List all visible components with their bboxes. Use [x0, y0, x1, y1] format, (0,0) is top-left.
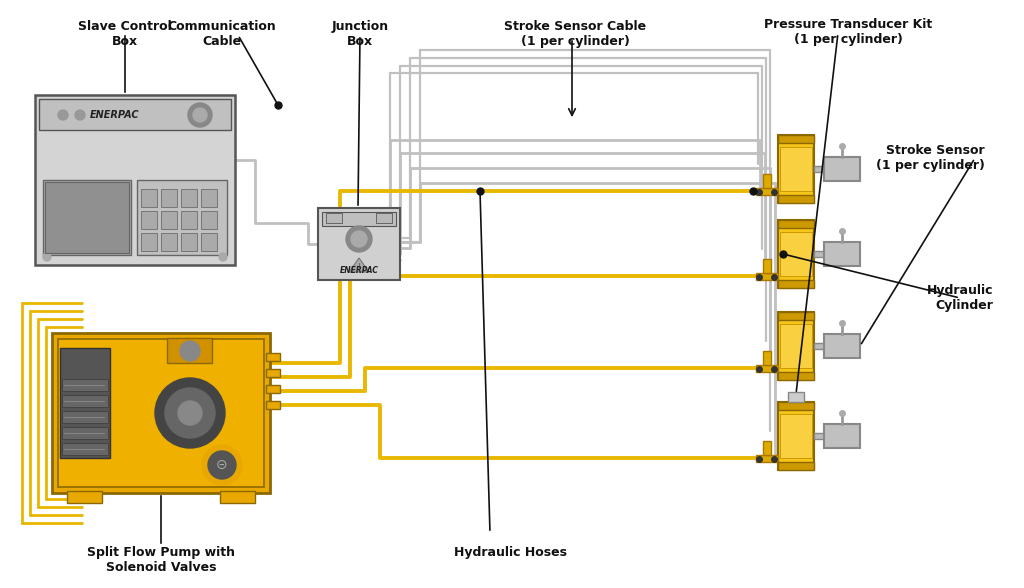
Polygon shape — [349, 258, 369, 272]
Bar — [58, 339, 264, 487]
Bar — [778, 135, 814, 143]
Bar — [814, 166, 824, 172]
Circle shape — [75, 110, 85, 120]
Text: Junction
Box: Junction Box — [332, 20, 388, 48]
Bar — [161, 189, 177, 207]
Circle shape — [202, 445, 242, 485]
Bar — [137, 180, 227, 255]
Bar — [181, 211, 197, 229]
Bar — [60, 348, 110, 458]
Text: Slave Control
Box: Slave Control Box — [78, 20, 172, 48]
Bar — [167, 338, 212, 363]
Bar — [161, 233, 177, 251]
Bar — [780, 324, 812, 368]
Bar — [778, 462, 814, 470]
Bar — [141, 233, 157, 251]
Bar — [780, 414, 812, 458]
Bar — [266, 369, 280, 377]
Bar — [756, 188, 778, 195]
Bar — [814, 251, 824, 257]
Bar — [778, 280, 814, 288]
Bar — [161, 211, 177, 229]
Bar — [201, 233, 217, 251]
Text: ENERPAC: ENERPAC — [340, 266, 379, 275]
Circle shape — [58, 110, 68, 120]
Bar — [45, 182, 129, 253]
Bar — [763, 441, 771, 455]
Bar — [62, 411, 108, 423]
Bar — [52, 333, 270, 493]
Circle shape — [165, 388, 215, 438]
Circle shape — [208, 451, 236, 479]
Text: Stroke Sensor
(1 per cylinder): Stroke Sensor (1 per cylinder) — [877, 144, 985, 172]
Bar — [43, 180, 131, 255]
Bar — [141, 211, 157, 229]
Bar — [181, 189, 197, 207]
Bar — [318, 208, 400, 280]
Bar — [62, 395, 108, 407]
Text: ⊝: ⊝ — [216, 458, 227, 472]
Bar — [141, 189, 157, 207]
Bar — [220, 491, 255, 503]
Text: Hydraulic
Cylinder: Hydraulic Cylinder — [927, 284, 993, 312]
Bar — [814, 433, 824, 439]
Text: ENERPAC: ENERPAC — [90, 110, 139, 120]
Bar — [266, 401, 280, 409]
Bar — [201, 189, 217, 207]
Text: Split Flow Pump with
Solenoid Valves: Split Flow Pump with Solenoid Valves — [87, 546, 234, 574]
Bar — [67, 491, 102, 503]
Bar — [778, 402, 814, 470]
Bar — [756, 273, 778, 280]
Bar — [62, 379, 108, 391]
Bar — [39, 99, 231, 130]
Bar — [778, 312, 814, 380]
Circle shape — [351, 231, 367, 247]
Bar — [201, 211, 217, 229]
Bar — [756, 455, 778, 462]
Text: Hydraulic Hoses: Hydraulic Hoses — [454, 546, 566, 559]
Bar — [778, 135, 814, 203]
Bar — [62, 443, 108, 455]
Bar — [824, 334, 860, 358]
Circle shape — [219, 253, 227, 261]
Bar — [266, 385, 280, 393]
Bar — [266, 353, 280, 361]
Bar — [376, 213, 392, 223]
Text: Pressure Transducer Kit
(1 per cylinder): Pressure Transducer Kit (1 per cylinder) — [764, 18, 932, 46]
Bar — [824, 424, 860, 448]
Circle shape — [188, 103, 212, 127]
Bar — [778, 195, 814, 203]
Bar — [780, 232, 812, 276]
Bar — [778, 372, 814, 380]
Bar — [35, 95, 234, 265]
Circle shape — [178, 401, 202, 425]
Circle shape — [43, 253, 51, 261]
Text: Stroke Sensor Cable
(1 per cylinder): Stroke Sensor Cable (1 per cylinder) — [504, 20, 646, 48]
Bar — [824, 242, 860, 266]
Text: !: ! — [357, 262, 360, 272]
Bar — [181, 233, 197, 251]
Bar — [778, 220, 814, 288]
Bar — [778, 220, 814, 228]
Bar — [763, 351, 771, 365]
Bar — [788, 392, 804, 402]
Bar — [322, 212, 396, 226]
Bar — [778, 402, 814, 410]
Text: Communication
Cable: Communication Cable — [168, 20, 276, 48]
Bar — [824, 157, 860, 181]
Bar — [778, 312, 814, 320]
Bar — [780, 147, 812, 191]
Circle shape — [346, 226, 372, 252]
Circle shape — [155, 378, 225, 448]
Circle shape — [193, 108, 207, 122]
Bar — [326, 213, 342, 223]
Bar — [763, 174, 771, 188]
Circle shape — [180, 341, 200, 361]
Bar — [756, 365, 778, 372]
Bar — [62, 427, 108, 439]
Bar — [763, 259, 771, 273]
Bar — [814, 343, 824, 349]
